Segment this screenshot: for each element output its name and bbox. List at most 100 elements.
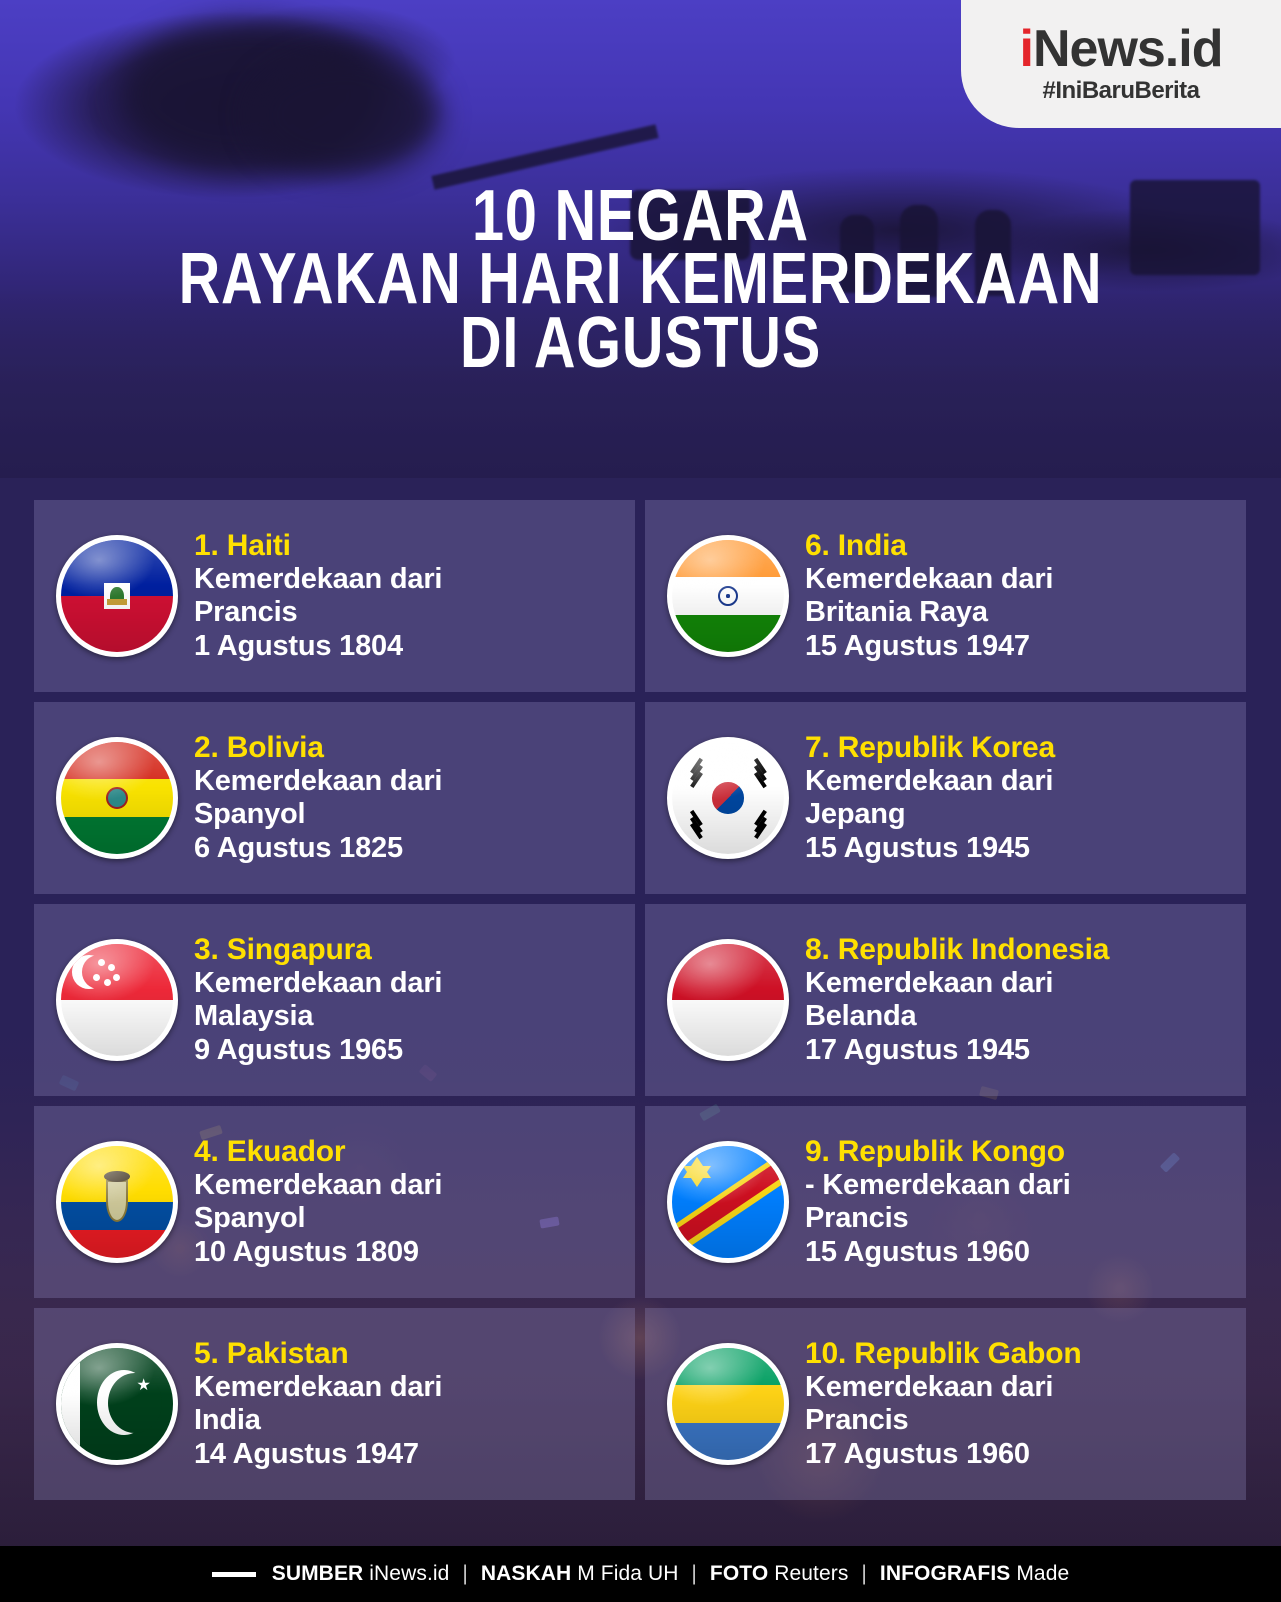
- country-detail-1: Kemerdekaan dari: [194, 1370, 443, 1403]
- flag-south-korea-icon: [663, 733, 793, 863]
- country-date: 17 Agustus 1945: [805, 1033, 1030, 1066]
- field-foreground: [0, 288, 1281, 478]
- country-card[interactable]: 9. Republik Kongo - Kemerdekaan dari Pra…: [645, 1106, 1246, 1298]
- country-date: 1 Agustus 1804: [194, 629, 403, 662]
- country-detail-2: Prancis: [194, 596, 298, 629]
- flag-gabon-icon: [663, 1339, 793, 1469]
- country-date: 10 Agustus 1809: [194, 1235, 419, 1268]
- credit-separator: |: [691, 1562, 697, 1585]
- smoke-plume: [250, 55, 440, 175]
- country-detail-1: Kemerdekaan dari: [194, 764, 443, 797]
- soldier-silhouette: [900, 205, 938, 297]
- country-detail-1: Kemerdekaan dari: [805, 966, 1054, 999]
- country-date: 6 Agustus 1825: [194, 831, 403, 864]
- country-card[interactable]: 5. Pakistan Kemerdekaan dari India 14 Ag…: [34, 1308, 635, 1500]
- country-name: 4. Ekuador: [194, 1134, 346, 1168]
- country-detail-2: Spanyol: [194, 798, 306, 831]
- country-detail-2: India: [194, 1404, 261, 1437]
- credit-separator: |: [462, 1562, 468, 1585]
- country-date: 15 Agustus 1945: [805, 831, 1030, 864]
- country-card[interactable]: 2. Bolivia Kemerdekaan dari Spanyol 6 Ag…: [34, 702, 635, 894]
- credit-sumber-label: SUMBER: [271, 1562, 364, 1585]
- credit-naskah-label: NASKAH: [480, 1562, 572, 1585]
- vehicle-silhouette: [1130, 180, 1260, 275]
- credit-foto-value: Reuters: [774, 1562, 849, 1585]
- country-text: 3. Singapura Kemerdekaan dari Malaysia 9…: [194, 933, 635, 1068]
- credit-sumber-value: iNews.id: [369, 1562, 450, 1585]
- country-card[interactable]: 6. India Kemerdekaan dari Britania Raya …: [645, 500, 1246, 692]
- flag-bolivia-icon: [52, 733, 182, 863]
- country-text: 7. Republik Korea Kemerdekaan dari Jepan…: [805, 731, 1246, 866]
- country-detail-2: Prancis: [805, 1202, 909, 1235]
- country-name: 5. Pakistan: [194, 1336, 349, 1370]
- country-card[interactable]: 1. Haiti Kemerdekaan dari Prancis 1 Agus…: [34, 500, 635, 692]
- country-detail-1: Kemerdekaan dari: [805, 764, 1054, 797]
- country-date: 14 Agustus 1947: [194, 1437, 419, 1470]
- artillery-body: [630, 190, 750, 260]
- title-line-3: DI AGUSTUS: [459, 302, 822, 383]
- country-date: 9 Agustus 1965: [194, 1033, 403, 1066]
- country-text: 8. Republik Indonesia Kemerdekaan dari B…: [805, 933, 1246, 1068]
- flag-pakistan-icon: [52, 1339, 182, 1469]
- country-detail-1: Kemerdekaan dari: [805, 1370, 1054, 1403]
- inews-logo[interactable]: iNews.id #IniBaruBerita: [961, 0, 1281, 128]
- country-detail-2: Prancis: [805, 1404, 909, 1437]
- country-detail-1: - Kemerdekaan dari: [805, 1168, 1071, 1201]
- country-card[interactable]: 10. Republik Gabon Kemerdekaan dari Pran…: [645, 1308, 1246, 1500]
- country-text: 1. Haiti Kemerdekaan dari Prancis 1 Agus…: [194, 529, 635, 664]
- country-name: 1. Haiti: [194, 528, 291, 562]
- flag-ecuador-icon: [52, 1137, 182, 1267]
- country-card[interactable]: 7. Republik Korea Kemerdekaan dari Jepan…: [645, 702, 1246, 894]
- credit-infografis-label: INFOGRAFIS: [879, 1562, 1011, 1585]
- country-name: 7. Republik Korea: [805, 730, 1056, 764]
- credit-separator: |: [861, 1562, 867, 1585]
- country-name: 6. India: [805, 528, 907, 562]
- country-detail-2: Jepang: [805, 798, 906, 831]
- country-card[interactable]: 8. Republik Indonesia Kemerdekaan dari B…: [645, 904, 1246, 1096]
- title-line-1: 10 NEGARA: [472, 176, 809, 256]
- country-detail-2: Spanyol: [194, 1202, 306, 1235]
- footer-dash: [211, 1571, 256, 1577]
- country-text: 9. Republik Kongo - Kemerdekaan dari Pra…: [805, 1135, 1246, 1270]
- country-date: 15 Agustus 1960: [805, 1235, 1030, 1268]
- logo-hashtag: #IniBaruBerita: [1042, 77, 1200, 104]
- credit-foto-label: FOTO: [709, 1562, 769, 1585]
- country-name: 3. Singapura: [194, 932, 372, 966]
- logo-wordmark: iNews.id: [1019, 20, 1224, 78]
- country-date: 17 Agustus 1960: [805, 1437, 1030, 1470]
- footer-credits: SUMBER iNews.id | NASKAH M Fida UH | FOT…: [272, 1562, 1070, 1586]
- country-name: 9. Republik Kongo: [805, 1134, 1065, 1168]
- logo-rest-letters: News.id: [1032, 20, 1223, 78]
- credit-infografis-value: Made: [1016, 1562, 1070, 1585]
- title-line-2: RAYAKAN HARI KEMERDEKAAN: [178, 239, 1103, 320]
- country-text: 2. Bolivia Kemerdekaan dari Spanyol 6 Ag…: [194, 731, 635, 866]
- country-detail-1: Kemerdekaan dari: [805, 562, 1054, 595]
- country-text: 5. Pakistan Kemerdekaan dari India 14 Ag…: [194, 1337, 635, 1472]
- flag-india-icon: [663, 531, 793, 661]
- country-detail-1: Kemerdekaan dari: [194, 1168, 443, 1201]
- country-detail-2: Britania Raya: [805, 596, 988, 629]
- flag-haiti-icon: [52, 531, 182, 661]
- credit-naskah-value: M Fida UH: [577, 1562, 679, 1585]
- country-name: 2. Bolivia: [194, 730, 324, 764]
- soldier-silhouette: [840, 215, 874, 293]
- flag-indonesia-icon: [663, 935, 793, 1065]
- country-name: 8. Republik Indonesia: [805, 932, 1110, 966]
- credits-footer: SUMBER iNews.id | NASKAH M Fida UH | FOT…: [0, 1546, 1281, 1602]
- country-text: 10. Republik Gabon Kemerdekaan dari Pran…: [805, 1337, 1246, 1472]
- country-card[interactable]: 3. Singapura Kemerdekaan dari Malaysia 9…: [34, 904, 635, 1096]
- country-detail-2: Belanda: [805, 1000, 917, 1033]
- logo-i-letter: i: [1019, 20, 1034, 78]
- country-text: 6. India Kemerdekaan dari Britania Raya …: [805, 529, 1246, 664]
- country-detail-2: Malaysia: [194, 1000, 314, 1033]
- country-detail-1: Kemerdekaan dari: [194, 562, 443, 595]
- flag-singapore-icon: [52, 935, 182, 1065]
- flag-congo-icon: [663, 1137, 793, 1267]
- country-name: 10. Republik Gabon: [805, 1336, 1082, 1370]
- soldier-silhouette: [975, 210, 1011, 296]
- country-text: 4. Ekuador Kemerdekaan dari Spanyol 10 A…: [194, 1135, 635, 1270]
- country-date: 15 Agustus 1947: [805, 629, 1030, 662]
- page-title: 10 NEGARA RAYAKAN HARI KEMERDEKAAN DI AG…: [0, 176, 1281, 383]
- country-detail-1: Kemerdekaan dari: [194, 966, 443, 999]
- country-card[interactable]: 4. Ekuador Kemerdekaan dari Spanyol 10 A…: [34, 1106, 635, 1298]
